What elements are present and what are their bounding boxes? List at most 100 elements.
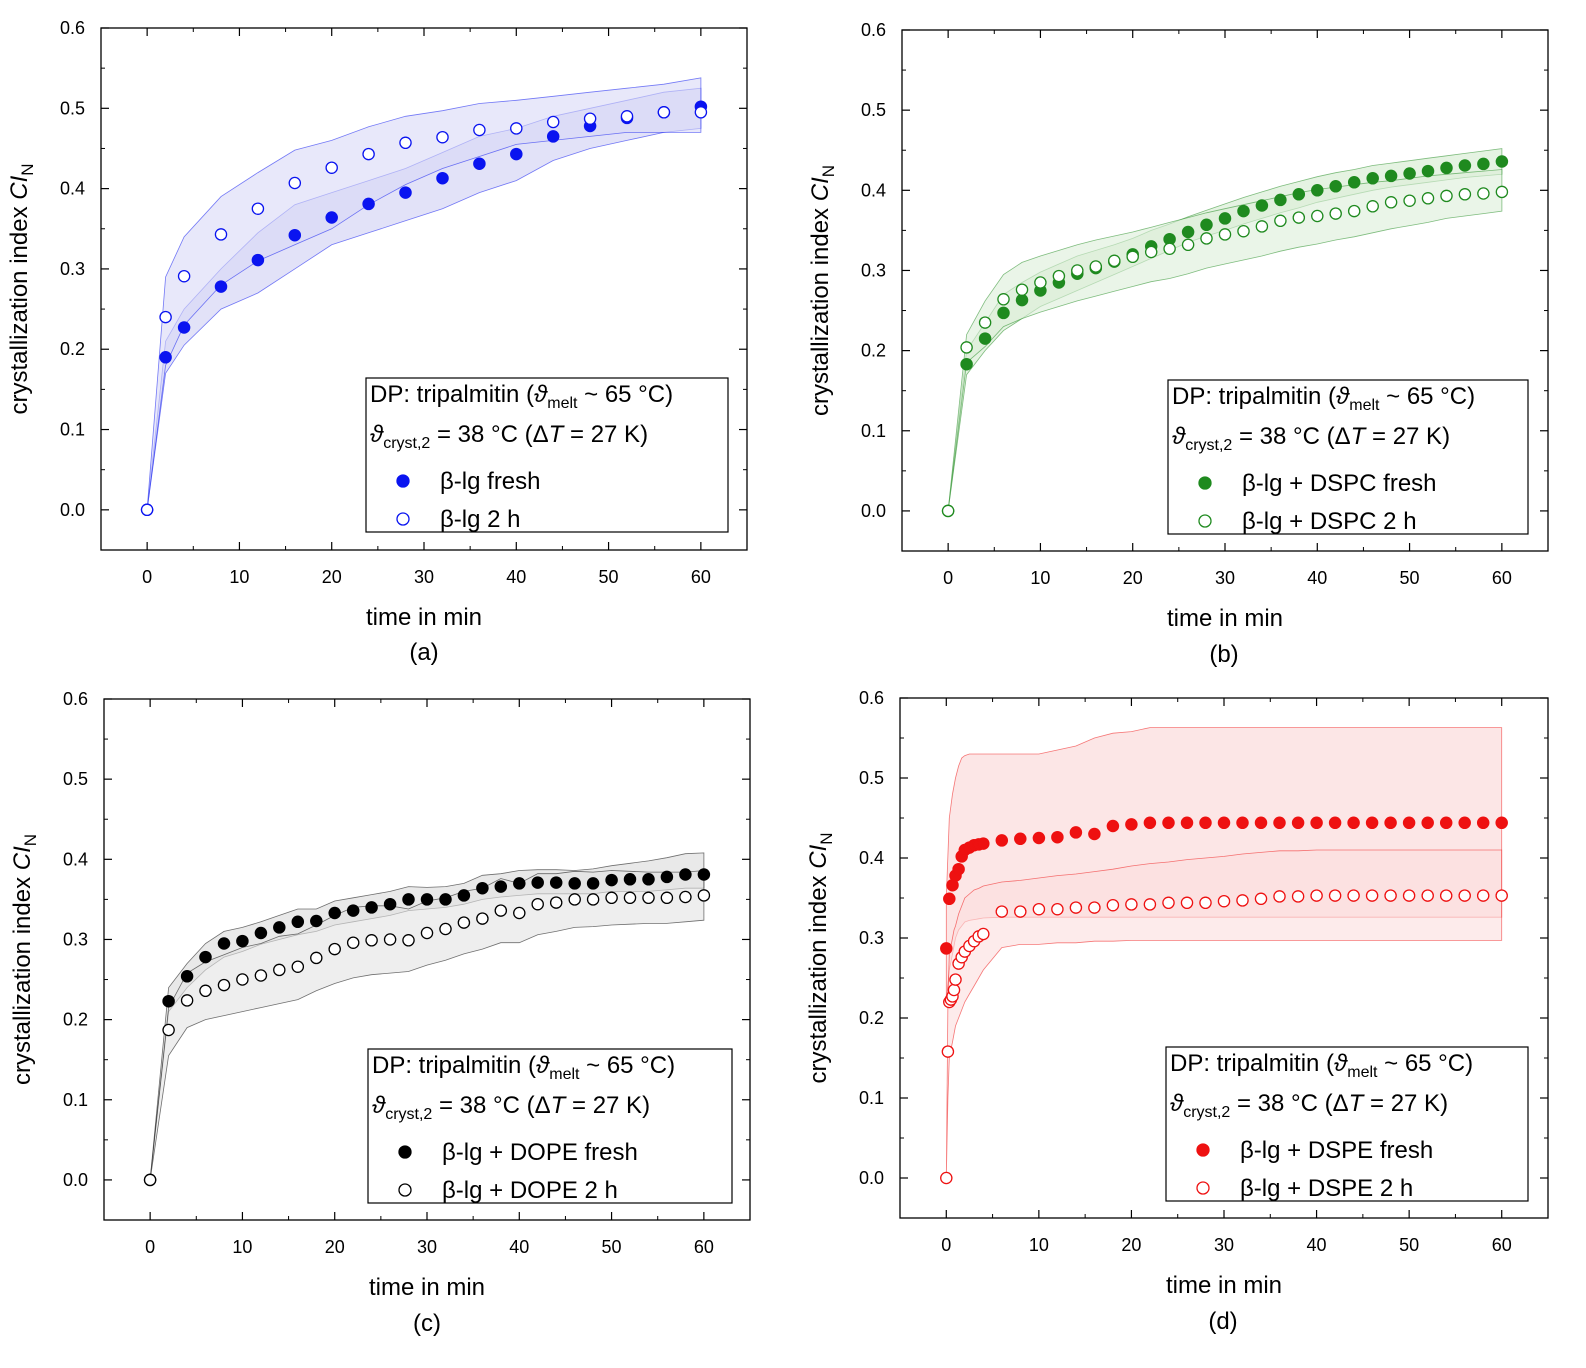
y-tick-label: 0.5	[859, 768, 884, 788]
data-point-2h	[941, 504, 955, 518]
data-point-fresh	[1384, 169, 1398, 183]
data-point-fresh	[1291, 816, 1305, 830]
data-point-fresh	[439, 893, 452, 906]
data-point-2h	[531, 897, 544, 911]
panel-label: (a)	[409, 639, 438, 666]
legend-condition-cryst: ϑcryst,2 = 38 °C (ΔT = 27 K)	[372, 1092, 650, 1123]
data-point-fresh	[1218, 212, 1232, 225]
data-point-2h	[159, 310, 172, 324]
data-point-fresh	[1328, 816, 1342, 830]
x-tick-label: 60	[691, 567, 711, 587]
data-point-2h	[660, 891, 674, 905]
x-tick-label: 40	[509, 1237, 529, 1257]
x-tick-label: 50	[599, 567, 619, 587]
data-point-2h	[457, 916, 471, 929]
data-point-fresh	[1440, 161, 1453, 175]
x-tick-label: 60	[694, 1237, 714, 1257]
data-point-2h	[473, 123, 486, 137]
legend-marker-fresh	[1198, 476, 1212, 490]
legend: DP: tripalmitin (ϑmelt ~ 65 °C) ϑcryst,2 …	[365, 377, 729, 533]
data-point-2h	[291, 960, 305, 973]
data-point-2h	[1347, 204, 1361, 218]
data-point-fresh	[513, 877, 526, 890]
data-point-fresh	[402, 893, 415, 906]
legend-marker-2h	[396, 512, 410, 526]
data-point-fresh	[1162, 816, 1175, 830]
data-point-2h	[402, 934, 415, 947]
data-point-fresh	[623, 873, 637, 886]
data-point-2h	[199, 984, 212, 998]
x-axis-title: time in min	[366, 604, 482, 631]
y-axis-title: crystallization index CIN	[9, 834, 40, 1085]
data-point-2h	[1071, 264, 1084, 277]
data-point-2h	[941, 1045, 955, 1058]
data-point-fresh	[1199, 816, 1212, 830]
data-point-fresh	[399, 186, 412, 199]
data-point-2h	[620, 110, 634, 123]
data-point-fresh	[1476, 816, 1490, 830]
data-point-2h	[1144, 245, 1158, 259]
legend-entry-fresh: β-lg + DOPE fresh	[442, 1139, 638, 1166]
x-tick-label: 50	[602, 1237, 622, 1257]
data-point-2h	[1218, 228, 1232, 241]
y-tick-label: 0.3	[60, 259, 85, 279]
data-point-fresh	[940, 942, 953, 955]
legend-entry-2h: β-lg 2 h	[440, 506, 521, 533]
legend-condition-melt: DP: tripalmitin (ϑmelt ~ 65 °C)	[370, 381, 673, 412]
data-point-2h	[679, 890, 692, 904]
data-point-2h	[1477, 187, 1490, 200]
x-axis-title: time in min	[369, 1274, 485, 1301]
data-point-2h	[546, 115, 560, 129]
data-point-fresh	[159, 351, 172, 364]
x-tick-label: 20	[1123, 568, 1143, 588]
y-tick-label: 0.4	[861, 180, 886, 200]
data-point-fresh	[1181, 225, 1195, 239]
x-tick-label: 60	[1492, 1235, 1512, 1255]
y-tick-label: 0.6	[861, 20, 886, 40]
data-point-fresh	[978, 332, 992, 345]
data-point-2h	[399, 136, 412, 150]
y-tick-label: 0.0	[63, 1170, 88, 1190]
data-point-fresh	[214, 280, 228, 293]
data-point-fresh	[476, 881, 489, 895]
x-tick-label: 0	[941, 1235, 951, 1255]
data-point-2h	[254, 969, 268, 982]
data-point-2h	[214, 228, 228, 241]
data-point-2h	[236, 973, 249, 986]
y-tick-label: 0.0	[861, 501, 886, 521]
data-point-2h	[310, 951, 323, 965]
data-point-2h	[1014, 905, 1027, 918]
y-tick-label: 0.3	[63, 929, 88, 949]
legend-box	[1165, 1046, 1529, 1202]
x-tick-label: 10	[232, 1237, 252, 1257]
data-point-fresh	[162, 994, 175, 1008]
legend-condition-melt: DP: tripalmitin (ϑmelt ~ 65 °C)	[372, 1052, 675, 1083]
data-point-fresh	[605, 873, 618, 887]
data-point-2h	[549, 896, 563, 909]
data-point-fresh	[291, 915, 305, 929]
data-point-2h	[162, 1023, 175, 1037]
panel-label: (c)	[413, 1310, 441, 1337]
data-point-fresh	[1347, 816, 1360, 830]
data-point-fresh	[1439, 816, 1453, 830]
x-tick-label: 10	[1030, 568, 1050, 588]
data-point-fresh	[1421, 164, 1435, 178]
data-point-fresh	[977, 837, 990, 850]
legend-condition-cryst: ϑcryst,2 = 38 °C (ΔT = 27 K)	[370, 421, 648, 452]
data-point-2h	[1311, 209, 1324, 223]
legend-marker-fresh	[398, 1145, 412, 1159]
data-point-2h	[1143, 898, 1157, 911]
data-point-2h	[1328, 889, 1342, 902]
data-point-fresh	[952, 862, 965, 876]
data-point-fresh	[1458, 159, 1472, 172]
data-point-2h	[1421, 889, 1434, 902]
x-tick-label: 60	[1492, 568, 1512, 588]
y-tick-label: 0.6	[859, 688, 884, 708]
data-point-fresh	[1366, 172, 1379, 185]
data-point-2h	[997, 293, 1010, 306]
chart-panel-c: 0 10 20 30 40 50 60 0.0 0.1 0.2 0.3 0.4 0.5 0.6 time i…	[9, 689, 751, 1301]
data-point-2h	[995, 905, 1009, 918]
data-point-2h	[1273, 890, 1286, 903]
data-point-2h	[1126, 250, 1139, 264]
